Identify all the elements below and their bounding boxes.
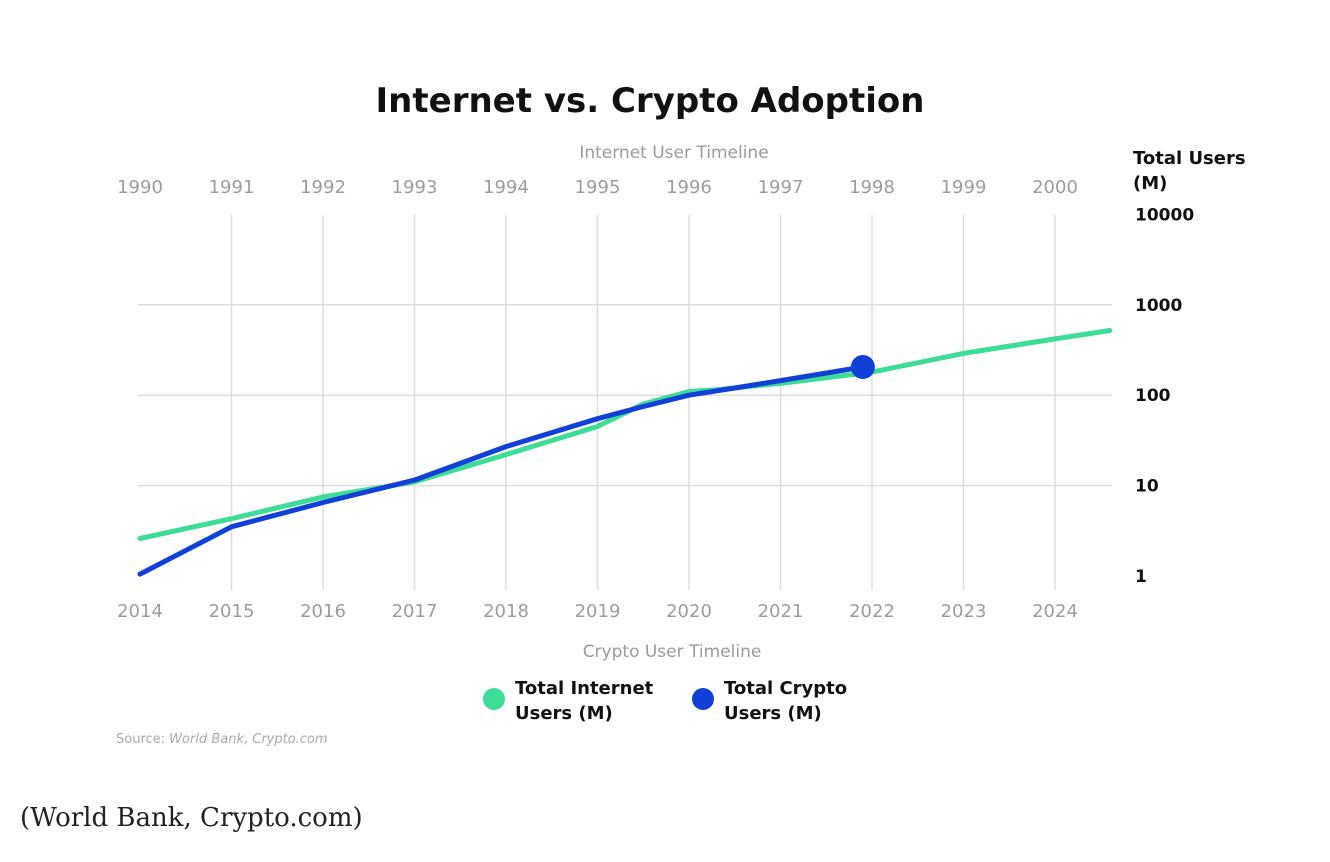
y-tick-label: 100 [1135,386,1171,406]
chart-title: Internet vs. Crypto Adoption [376,81,925,121]
legend-marker-internet [483,688,505,710]
crypto-latest-marker [850,355,875,380]
bottom-axis-title: Crypto User Timeline [583,642,762,662]
legend-label-internet-line2: Users (M) [515,703,613,724]
source-text: World Bank, Crypto.com [169,732,327,747]
bottom-tick-label: 2022 [849,601,895,622]
top-tick-label: 1998 [849,177,895,198]
top-tick-label: 1995 [575,177,621,198]
legend-label-internet-line1: Total Internet [515,678,654,699]
bottom-tick-label: 2015 [209,601,255,622]
top-tick-label: 1994 [483,177,529,198]
top-tick-label: 1996 [666,177,712,198]
top-tick-label: 1991 [209,177,255,198]
series-lines [137,328,1113,577]
top-tick-label: 1992 [300,177,346,198]
top-axis-title: Internet User Timeline [579,143,768,163]
source-note: Source: World Bank, Crypto.com [116,732,328,747]
bottom-tick-label: 2021 [758,601,804,622]
bottom-tick-label: 2024 [1032,601,1078,622]
top-axis-ticks: 1990 1991 1992 1993 1994 1995 1996 1997 1998 1999… [117,177,1078,198]
y-tick-label: 1000 [1135,296,1182,316]
bottom-tick-label: 2018 [483,601,529,622]
source-prefix: Source: [116,732,169,747]
bottom-axis-ticks: 2014 2015 2016 2017 2018 2019 2020 2021 2022 2023… [117,601,1078,622]
y-axis-ticks: 10000 1000 100 10 1 [1135,205,1194,587]
top-tick-label: 1999 [941,177,987,198]
bottom-tick-label: 2019 [575,601,621,622]
y-tick-label: 10000 [1135,205,1194,225]
top-tick-label: 1993 [392,177,438,198]
figure-caption: (World Bank, Crypto.com) [20,803,363,833]
y-tick-label: 1 [1135,567,1147,587]
legend: Total Internet Users (M) Total Crypto Us… [483,678,847,724]
bottom-tick-label: 2020 [666,601,712,622]
legend-marker-crypto [692,688,714,710]
bottom-tick-label: 2014 [117,601,163,622]
bottom-tick-label: 2017 [392,601,438,622]
y-axis-title-line2: (M) [1133,173,1167,194]
grid [138,215,1112,590]
y-axis-title-line1: Total Users [1133,148,1246,169]
internet-users-line [137,328,1113,541]
top-tick-label: 1997 [758,177,804,198]
top-tick-label: 1990 [117,177,163,198]
bottom-tick-label: 2023 [941,601,987,622]
top-tick-label: 2000 [1032,177,1078,198]
legend-label-crypto-line2: Users (M) [724,703,822,724]
bottom-tick-label: 2016 [300,601,346,622]
legend-label-crypto-line1: Total Crypto [724,678,847,699]
crypto-users-line [137,364,866,577]
y-tick-label: 10 [1135,477,1159,497]
